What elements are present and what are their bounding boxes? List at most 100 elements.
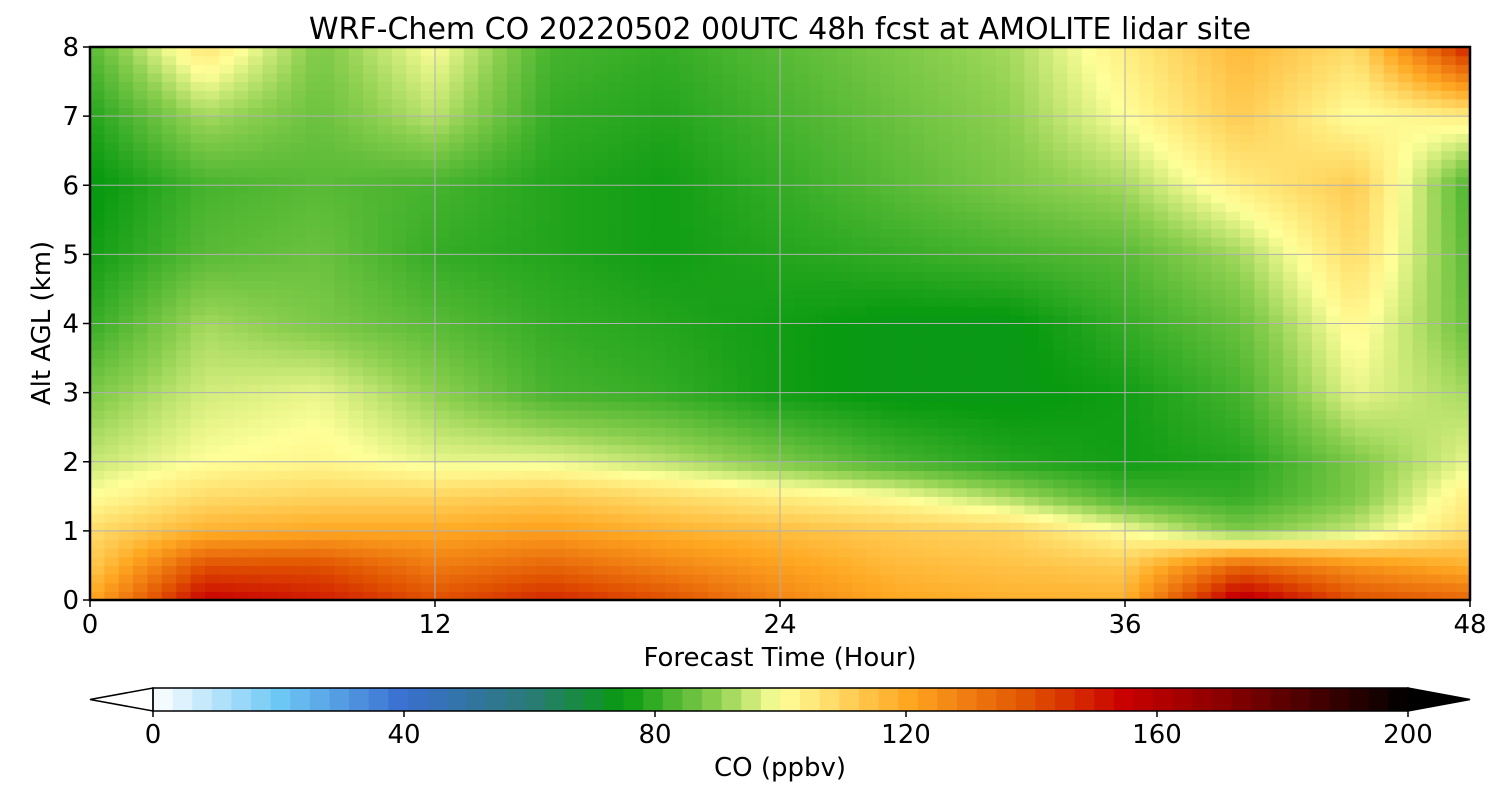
heatmap-cell (219, 358, 235, 368)
heatmap-cell (1196, 323, 1212, 333)
heatmap-cell (650, 504, 666, 515)
heatmap-cell (377, 64, 393, 74)
heatmap-cell (794, 504, 810, 515)
heatmap-cell (593, 479, 609, 489)
heatmap-cell (248, 306, 264, 316)
heatmap-cell (607, 133, 623, 143)
heatmap-cell (248, 479, 264, 489)
heatmap-cell (320, 366, 335, 376)
heatmap-cell (205, 306, 220, 316)
heatmap-cell (506, 349, 522, 359)
heatmap-cell (938, 366, 954, 376)
heatmap-cell (506, 427, 522, 437)
heatmap-cell (334, 504, 350, 515)
heatmap-cell (665, 435, 680, 446)
heatmap-cell (406, 176, 422, 186)
heatmap-cell (276, 453, 292, 463)
heatmap-cell (636, 271, 652, 281)
heatmap-cell (535, 332, 551, 342)
heatmap-cell (521, 427, 537, 437)
heatmap-cell (708, 487, 724, 497)
heatmap-cell (636, 444, 652, 454)
heatmap-cell (650, 245, 666, 255)
heatmap-cell (205, 366, 220, 376)
heatmap-cell (463, 375, 479, 385)
heatmap-cell (794, 280, 810, 290)
heatmap-cell (435, 271, 450, 281)
heatmap-cell (578, 522, 594, 532)
heatmap-cell (636, 211, 652, 221)
heatmap-cell (348, 375, 364, 385)
heatmap-cell (406, 133, 422, 143)
heatmap-cell (262, 107, 278, 117)
heatmap-cell (262, 263, 278, 273)
heatmap-cell (578, 366, 594, 376)
heatmap-cell (650, 530, 666, 541)
heatmap-cell (880, 185, 896, 195)
heatmap-cell (205, 98, 220, 109)
heatmap-cell (895, 142, 910, 152)
heatmap-cell (550, 263, 565, 273)
heatmap-cell (406, 435, 422, 446)
heatmap-cell (305, 211, 321, 221)
heatmap-cell (1038, 591, 1054, 600)
heatmap-cell (1096, 55, 1112, 65)
heatmap-cell (118, 280, 134, 290)
heatmap-cell (909, 116, 925, 126)
heatmap-cell (305, 167, 321, 178)
heatmap-cell (248, 237, 264, 247)
heatmap-cell (1110, 159, 1126, 169)
heatmap-cell (808, 124, 824, 135)
heatmap-cell (1010, 470, 1025, 480)
heatmap-cell (348, 211, 364, 221)
heatmap-cell (851, 375, 867, 385)
heatmap-cell (377, 401, 393, 411)
heatmap-cell (133, 366, 149, 376)
heatmap-cell (506, 116, 522, 126)
heatmap-cell (219, 193, 235, 204)
heatmap-cell (262, 427, 278, 437)
heatmap-cell (535, 219, 551, 230)
heatmap-cell (736, 306, 752, 316)
heatmap-cell (938, 591, 954, 600)
heatmap-cell (147, 245, 163, 255)
heatmap-cell (995, 263, 1011, 273)
heatmap-cell (938, 418, 954, 428)
heatmap-cell (765, 332, 781, 342)
heatmap-cell (1010, 332, 1025, 342)
heatmap-cell (866, 306, 882, 316)
heatmap-cell (1182, 228, 1198, 238)
heatmap-cell (837, 228, 853, 238)
heatmap-cell (1081, 591, 1097, 600)
heatmap-cell (478, 323, 494, 333)
heatmap-cell (1067, 237, 1083, 247)
heatmap-cell (1067, 401, 1083, 411)
heatmap-cell (406, 185, 422, 195)
heatmap-cell (90, 409, 105, 420)
heatmap-cell (233, 375, 249, 385)
heatmap-cell (952, 556, 968, 567)
heatmap-cell (262, 211, 278, 221)
heatmap-cell (866, 314, 882, 325)
heatmap-cell (406, 280, 422, 290)
heatmap-cell (219, 366, 235, 376)
heatmap-cell (276, 245, 292, 255)
heatmap-cell (348, 159, 364, 169)
heatmap-cell (808, 142, 824, 152)
heatmap-cell (1196, 211, 1212, 221)
heatmap-cell (794, 297, 810, 307)
heatmap-cell (665, 202, 680, 212)
heatmap-cell (506, 124, 522, 135)
heatmap-cell (276, 167, 292, 178)
heatmap-cell (923, 556, 939, 567)
heatmap-cell (90, 245, 105, 255)
heatmap-cell (118, 150, 134, 160)
heatmap-cell (1139, 539, 1155, 549)
heatmap-cell (205, 72, 220, 83)
heatmap-cell (938, 133, 954, 143)
heatmap-cell (765, 513, 781, 523)
heatmap-cell (219, 470, 235, 480)
heatmap-cell (722, 470, 738, 480)
heatmap-cell (1182, 504, 1198, 515)
heatmap-cell (564, 323, 580, 333)
